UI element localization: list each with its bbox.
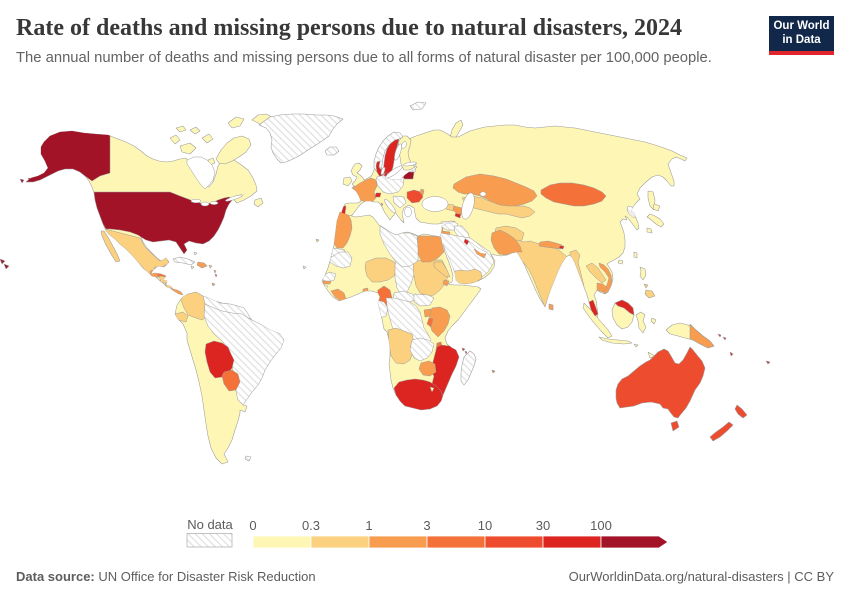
svg-text:0: 0 [249, 518, 256, 533]
svg-text:10: 10 [478, 518, 492, 533]
svg-text:3: 3 [423, 518, 430, 533]
svg-text:100: 100 [590, 518, 612, 533]
svg-text:1: 1 [365, 518, 372, 533]
svg-text:30: 30 [536, 518, 550, 533]
svg-text:0.3: 0.3 [302, 518, 320, 533]
